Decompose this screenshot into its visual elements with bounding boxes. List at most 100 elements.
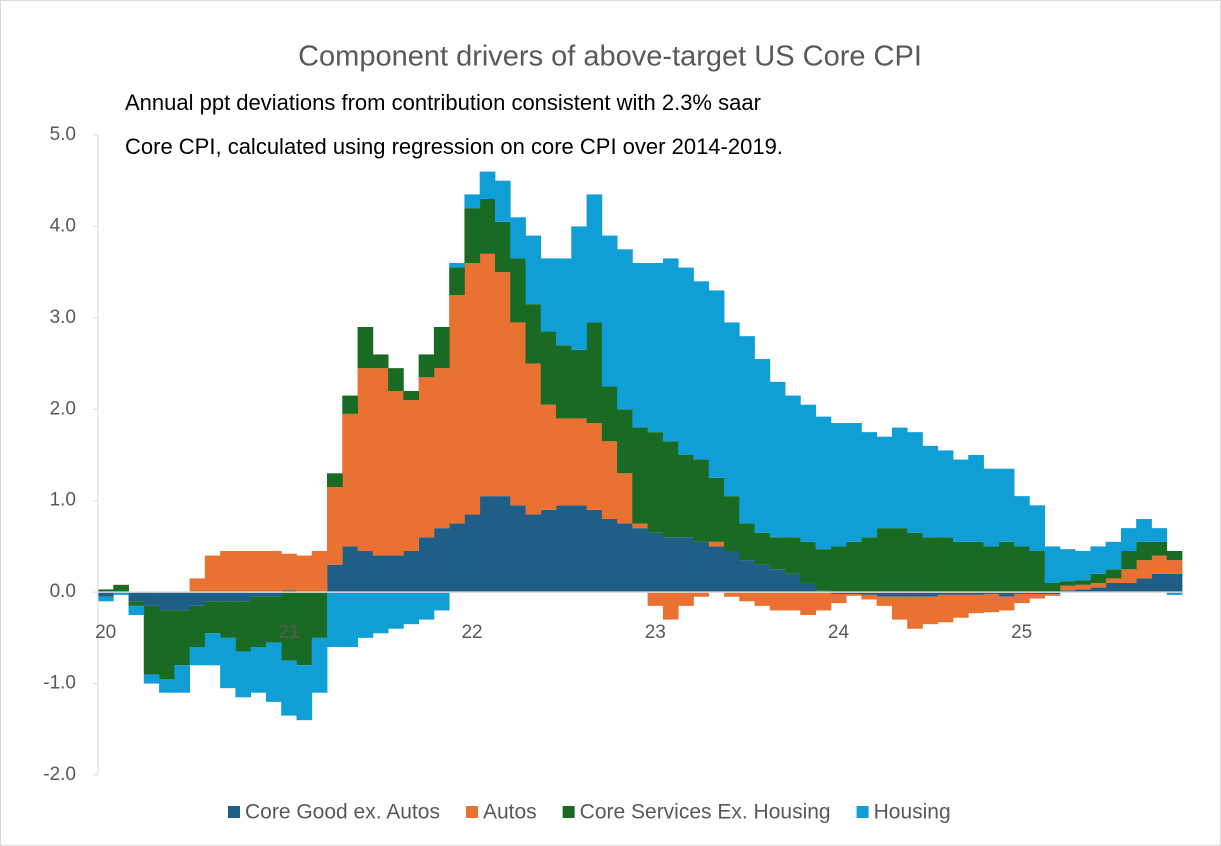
bar-segment [159, 592, 175, 611]
bar-segment [800, 583, 816, 593]
bar-segment [98, 596, 114, 602]
bar-segment [601, 386, 618, 442]
bar-segment [937, 592, 954, 595]
bar-segment [861, 537, 878, 593]
bar-segment [1136, 578, 1152, 593]
bar-segment [1029, 593, 1045, 599]
bar-segment [189, 578, 206, 593]
bar-segment [525, 304, 542, 364]
bar-segment [372, 555, 389, 593]
bar-segment [479, 199, 496, 254]
bar-segment [1075, 551, 1091, 581]
bar-segment [1044, 546, 1061, 583]
bar-segment [98, 589, 114, 593]
y-tick-label: -2.0 [43, 764, 76, 785]
bar-segment [296, 592, 313, 666]
bar-segment [662, 537, 679, 593]
bar-segment [556, 345, 572, 419]
bar-segment [739, 523, 755, 561]
bar-segment [1029, 551, 1045, 593]
bar-segment [556, 258, 572, 346]
bar-segment [662, 592, 679, 620]
bar-segment [357, 592, 374, 638]
bar-segment [1166, 592, 1183, 595]
bar-segment [891, 427, 908, 529]
y-tick-label: 5.0 [50, 124, 76, 145]
bar-segment [571, 418, 587, 506]
bar-segment [1105, 578, 1122, 583]
bar-segment [235, 651, 252, 698]
bar-segment [723, 551, 740, 593]
bar-segment [678, 592, 694, 606]
bar-segment [617, 523, 633, 593]
bar-segment [998, 468, 1015, 542]
bar-segment [296, 665, 313, 721]
bar-segment [1151, 555, 1168, 574]
bar-segment [433, 327, 450, 369]
bar-segment [494, 180, 511, 222]
bar-segment [311, 551, 328, 593]
bar-segment [1120, 551, 1137, 570]
bar-segment [983, 593, 1000, 613]
bar-segment [311, 637, 328, 693]
bar-segment [708, 477, 725, 542]
bar-segment [418, 354, 435, 378]
bar-segment [1044, 583, 1061, 593]
x-tick-label: 24 [828, 622, 850, 643]
bar-segment [754, 532, 771, 565]
bar-segment [464, 208, 481, 263]
bar-segment [357, 368, 374, 551]
bar-segment [449, 523, 465, 593]
bar-segment [250, 596, 267, 647]
bar-segment [327, 592, 343, 647]
bar-segment [1090, 587, 1107, 593]
bar-segment [571, 349, 587, 419]
bar-segment [815, 590, 832, 593]
bar-segment [907, 592, 923, 597]
bar-segment [540, 331, 557, 405]
bar-segment [708, 290, 725, 478]
bar-segment [510, 258, 526, 323]
bar-segment [342, 546, 358, 593]
bar-segment [632, 263, 649, 428]
bar-segment [754, 592, 771, 606]
bar-segment [769, 537, 786, 570]
bar-segment [220, 637, 236, 689]
bar-segment [830, 593, 847, 604]
bar-segment [830, 423, 847, 547]
bar-segment [876, 436, 893, 529]
y-tick-label: 1.0 [50, 490, 76, 511]
bar-segment [1136, 560, 1152, 579]
bar-segment [143, 592, 160, 606]
bar-segment [143, 605, 160, 675]
bar-segment [342, 413, 358, 547]
bar-segment [952, 594, 969, 618]
x-tick-label: 25 [1011, 622, 1032, 643]
bar-segment [800, 404, 816, 542]
bar-segment [403, 391, 420, 401]
bar-segment [601, 519, 618, 593]
bar-segment [220, 551, 236, 593]
bar-segment [678, 537, 694, 593]
bar-segment [494, 272, 511, 497]
bar-segment [1029, 505, 1045, 551]
bar-segment [159, 679, 175, 693]
bar-segment [968, 541, 984, 593]
bar-segment [1151, 573, 1168, 593]
bar-segment [586, 509, 603, 593]
bar-segment [1090, 546, 1107, 574]
bar-segment [922, 537, 939, 593]
bar-segment [418, 592, 435, 620]
bar-segment [739, 336, 755, 524]
bar-segment [250, 551, 267, 593]
bar-segment [1136, 519, 1152, 542]
bar-segment [846, 423, 862, 542]
bar-segment [968, 594, 984, 614]
bar-segment [235, 601, 252, 652]
bar-segment [601, 235, 618, 387]
bar-segment [632, 523, 649, 529]
bar-segment [1166, 551, 1183, 561]
bar-segment [479, 171, 496, 199]
chart-title: Component drivers of above-target US Cor… [298, 41, 922, 73]
bar-segment [204, 601, 221, 634]
